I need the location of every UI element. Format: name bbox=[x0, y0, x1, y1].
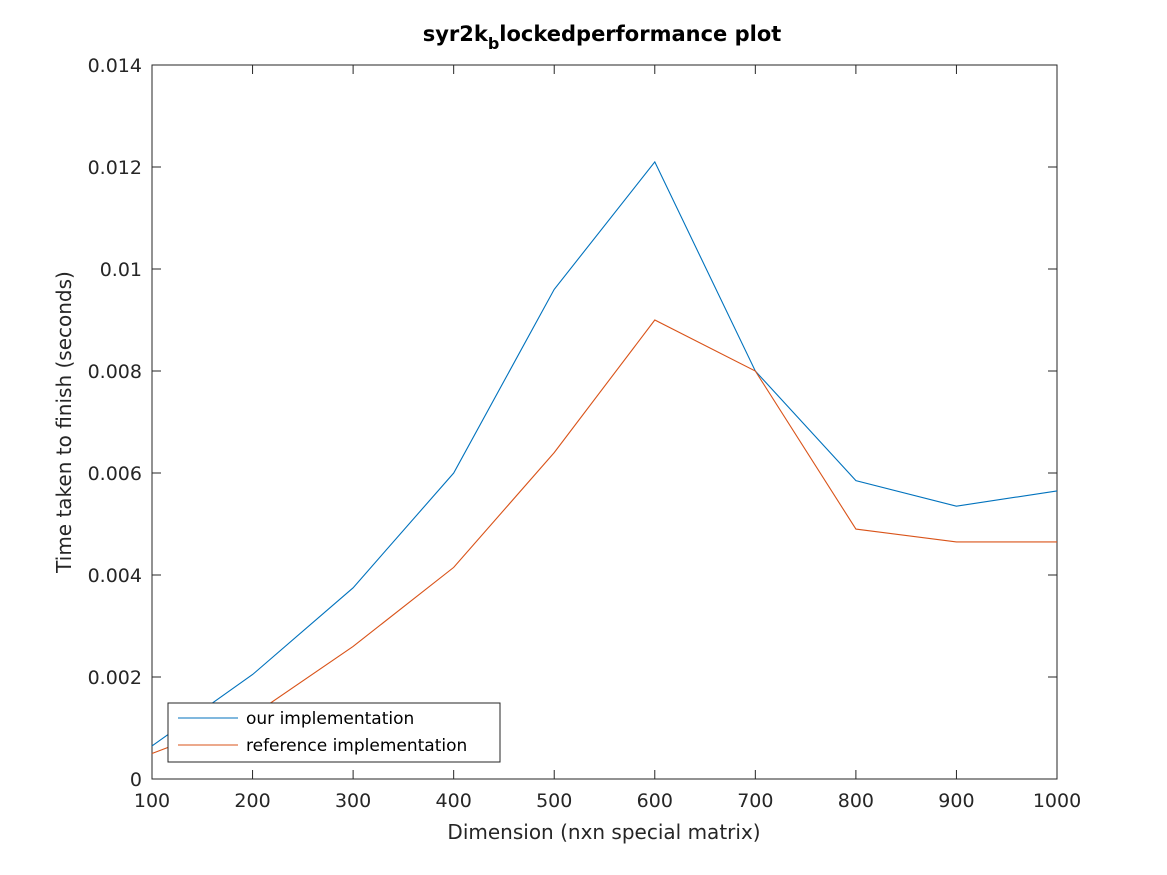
legend-box bbox=[167, 702, 501, 763]
y-tick-label: 0 bbox=[130, 769, 142, 791]
y-tick-label: 0.01 bbox=[100, 259, 142, 281]
axis-ticks bbox=[151, 64, 1058, 780]
x-tick-label: 800 bbox=[838, 790, 874, 812]
y-tick-label: 0.002 bbox=[88, 667, 142, 689]
y-tick-label: 0.012 bbox=[88, 157, 142, 179]
plot-area bbox=[151, 64, 1058, 780]
x-tick-label: 600 bbox=[637, 790, 673, 812]
x-tick-label: 900 bbox=[938, 790, 974, 812]
x-tick-label: 1000 bbox=[1033, 790, 1081, 812]
legend: our implementation reference implementat… bbox=[167, 702, 501, 763]
legend-label-our-implementation: our implementation bbox=[246, 709, 414, 729]
x-axis-tick-labels: 100 200 300 400 500 600 700 800 900 1000 bbox=[134, 790, 1081, 812]
x-axis-label: Dimension (nxn special matrix) bbox=[447, 820, 760, 844]
x-tick-label: 700 bbox=[737, 790, 773, 812]
y-tick-label: 0.008 bbox=[88, 361, 142, 383]
x-tick-label: 200 bbox=[234, 790, 270, 812]
y-tick-label: 0.006 bbox=[88, 463, 142, 485]
y-tick-label: 0.004 bbox=[88, 565, 142, 587]
y-axis-tick-labels: 0 0.002 0.004 0.006 0.008 0.01 0.012 0.014 bbox=[88, 55, 142, 791]
x-tick-label: 100 bbox=[134, 790, 170, 812]
series-line-our-implementation bbox=[151, 160, 1058, 747]
x-tick-label: 400 bbox=[436, 790, 472, 812]
x-tick-label: 300 bbox=[335, 790, 371, 812]
series-lines bbox=[151, 160, 1058, 755]
series-line-reference-implementation bbox=[151, 319, 1057, 755]
y-tick-label: 0.014 bbox=[88, 55, 142, 77]
legend-label-reference-implementation: reference implementation bbox=[246, 736, 467, 756]
y-axis-label: Time taken to finish (seconds) bbox=[52, 271, 76, 574]
chart-title: syr2kblockedperformance plot bbox=[423, 22, 782, 53]
x-tick-label: 500 bbox=[536, 790, 572, 812]
